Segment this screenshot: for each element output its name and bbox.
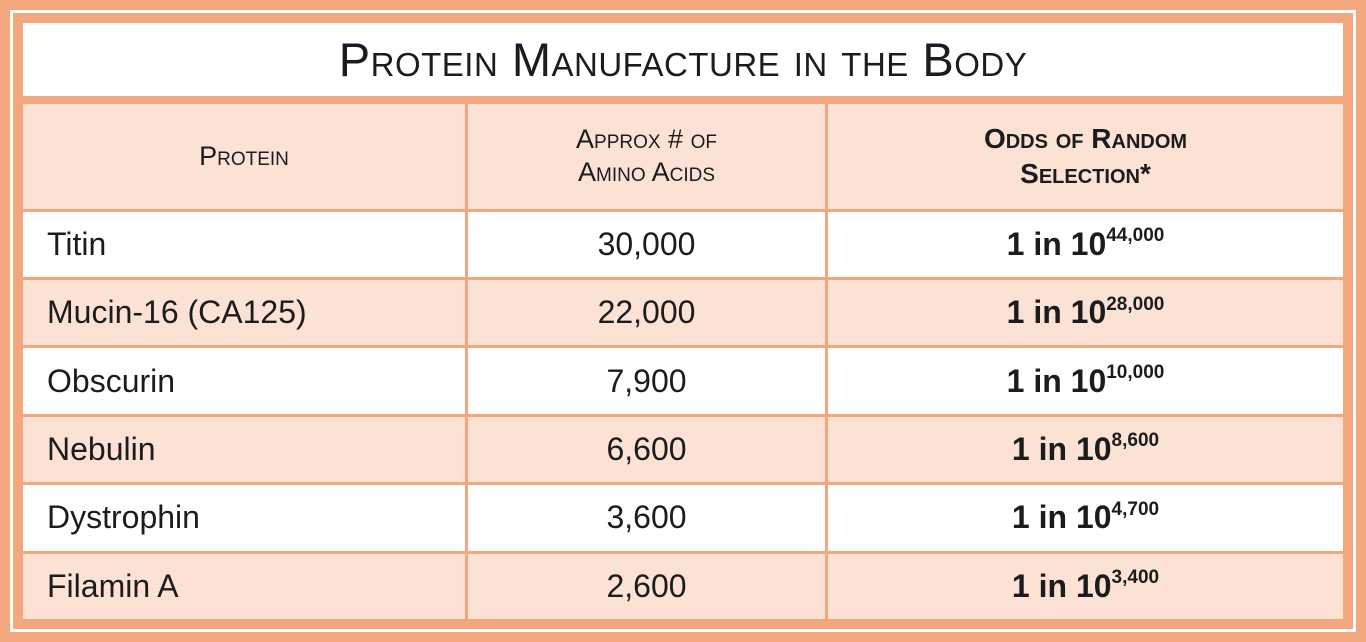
- odds-cell: 1 in 108,600: [825, 413, 1346, 486]
- protein-name-cell: Mucin-16 (CA125): [20, 276, 468, 349]
- amino-acids-cell: 22,000: [465, 276, 828, 349]
- col-header-amino-line2: Amino Acids: [577, 157, 716, 188]
- col-header-protein: Protein: [20, 98, 468, 212]
- protein-name-cell: Nebulin: [20, 413, 468, 486]
- protein-table: Protein Manufacture in the Body Protein …: [20, 20, 1346, 623]
- odds-exponent: 3,400: [1111, 567, 1160, 589]
- odds-base: 1 in 10: [1006, 362, 1107, 399]
- odds-base: 1 in 10: [1006, 294, 1107, 331]
- odds-exponent: 8,600: [1111, 430, 1160, 452]
- odds-exponent: 28,000: [1106, 293, 1165, 315]
- odds-exponent: 44,000: [1106, 225, 1165, 247]
- table-row: Dystrophin 3,600 1 in 104,700: [20, 482, 1346, 554]
- odds-base: 1 in 10: [1006, 225, 1107, 262]
- odds-cell: 1 in 104,700: [825, 482, 1346, 554]
- odds-cell: 1 in 1044,000: [825, 208, 1346, 280]
- title-row: Protein Manufacture in the Body: [20, 20, 1346, 105]
- col-header-odds: Odds of Random Selection*: [825, 98, 1346, 212]
- table-row: Filamin A 2,600 1 in 103,400: [20, 550, 1346, 623]
- col-header-odds-line2: Selection*: [1020, 158, 1151, 190]
- protein-name-cell: Filamin A: [20, 550, 468, 623]
- table-title: Protein Manufacture in the Body: [20, 20, 1346, 105]
- table-row: Mucin-16 (CA125) 22,000 1 in 1028,000: [20, 276, 1346, 349]
- table-frame: Protein Manufacture in the Body Protein …: [10, 10, 1356, 632]
- col-header-amino-line1: Approx # of: [576, 123, 717, 154]
- odds-base: 1 in 10: [1011, 567, 1112, 604]
- col-header-odds-line1: Odds of Random: [983, 123, 1188, 155]
- protein-name-cell: Obscurin: [20, 345, 468, 417]
- amino-acids-cell: 7,900: [465, 345, 828, 417]
- amino-acids-cell: 30,000: [465, 208, 828, 280]
- protein-name-cell: Dystrophin: [20, 482, 468, 554]
- odds-base: 1 in 10: [1011, 499, 1112, 536]
- protein-name-cell: Titin: [20, 208, 468, 280]
- odds-base: 1 in 10: [1011, 430, 1112, 467]
- col-header-amino-acids: Approx # of Amino Acids: [465, 98, 828, 212]
- col-header-protein-label: Protein: [199, 140, 289, 171]
- odds-exponent: 10,000: [1106, 361, 1165, 383]
- odds-cell: 1 in 103,400: [825, 550, 1346, 623]
- amino-acids-cell: 2,600: [465, 550, 828, 623]
- odds-cell: 1 in 1028,000: [825, 276, 1346, 349]
- odds-cell: 1 in 1010,000: [825, 345, 1346, 417]
- amino-acids-cell: 3,600: [465, 482, 828, 554]
- odds-exponent: 4,700: [1111, 498, 1160, 520]
- table-row: Nebulin 6,600 1 in 108,600: [20, 413, 1346, 486]
- header-row: Protein Approx # of Amino Acids Odds of …: [20, 98, 1346, 212]
- amino-acids-cell: 6,600: [465, 413, 828, 486]
- table-row: Obscurin 7,900 1 in 1010,000: [20, 345, 1346, 417]
- table-row: Titin 30,000 1 in 1044,000: [20, 208, 1346, 280]
